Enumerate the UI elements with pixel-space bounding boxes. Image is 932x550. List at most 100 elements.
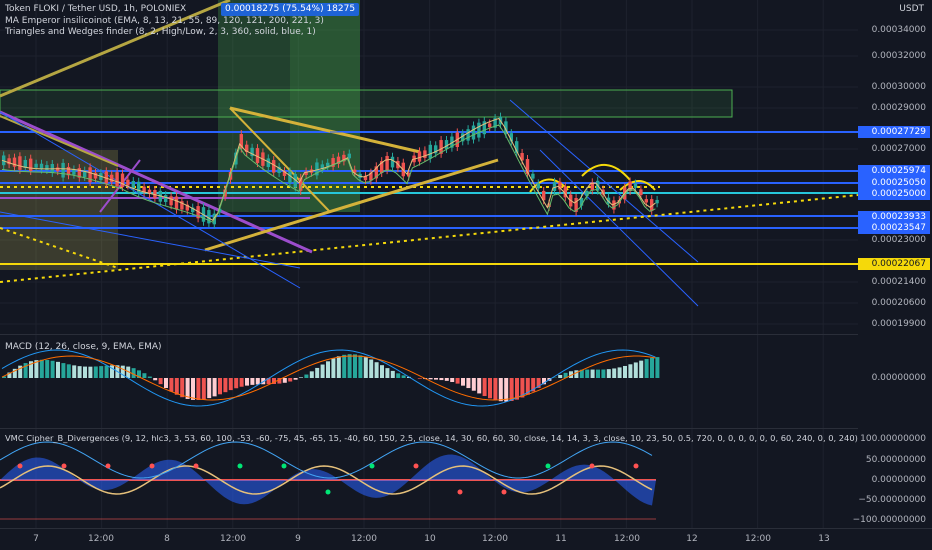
macd-histogram-bar xyxy=(390,370,395,378)
time-axis-separator xyxy=(0,528,932,529)
candle xyxy=(45,165,49,170)
ma-indicator-legend[interactable]: MA Emperor insilicoinot (EMA, 8, 13, 21,… xyxy=(5,16,324,26)
vmc-dot xyxy=(237,463,243,469)
macd-histogram-bar xyxy=(288,378,293,382)
time-tick: 8 xyxy=(164,534,170,544)
macd-histogram-bar xyxy=(83,366,87,378)
candle xyxy=(504,121,508,134)
currency-label[interactable]: USDT xyxy=(899,4,924,14)
candle xyxy=(482,121,486,135)
candle xyxy=(320,164,324,170)
macd-histogram-bar xyxy=(185,378,190,399)
macd-histogram-bar xyxy=(650,357,654,378)
price-tick: 0.00027000 xyxy=(871,144,926,154)
macd-histogram-bar xyxy=(347,354,352,378)
macd-histogram-bar xyxy=(363,357,368,378)
candle xyxy=(110,174,114,182)
candle xyxy=(255,148,260,163)
macd-histogram-bar xyxy=(358,355,363,378)
vmc-dot xyxy=(325,489,331,495)
candle xyxy=(536,183,540,189)
macd-histogram-bar xyxy=(120,365,125,378)
macd-histogram-bar xyxy=(99,366,104,378)
macd-histogram-bar xyxy=(612,368,617,378)
macd-histogram-bar xyxy=(628,364,633,378)
macd-histogram-bar xyxy=(169,378,174,392)
candle xyxy=(282,171,287,176)
macd-histogram-bar xyxy=(245,378,249,386)
macd-histogram-bar xyxy=(428,378,433,380)
macd-histogram-bar xyxy=(374,362,379,378)
candle xyxy=(601,189,605,195)
time-tick: 12:00 xyxy=(614,534,640,544)
macd-histogram-bar xyxy=(585,369,590,378)
candle xyxy=(471,125,476,140)
pane-separator[interactable] xyxy=(0,428,858,429)
candle xyxy=(488,123,492,128)
wave-line xyxy=(0,465,653,495)
macd-histogram-bar xyxy=(261,378,266,385)
candle xyxy=(115,172,119,187)
macd-histogram-bar xyxy=(455,378,460,384)
macd-histogram-bar xyxy=(61,363,66,378)
candle xyxy=(363,175,368,181)
macd-axis-value: 0.00000000 xyxy=(871,373,926,383)
triangles-indicator-legend[interactable]: Triangles and Wedges finder (8, 2, High/… xyxy=(5,27,316,37)
triangle-line xyxy=(204,158,499,252)
price-tick: 0.00023000 xyxy=(871,235,926,245)
macd-histogram-bar xyxy=(633,362,638,378)
macd-histogram-bar xyxy=(531,378,536,392)
candle xyxy=(515,141,519,153)
wedge-line xyxy=(0,110,313,254)
pane-separator[interactable] xyxy=(0,334,858,335)
candle xyxy=(104,171,108,184)
macd-histogram-bar xyxy=(104,365,109,378)
price-label-line: 0.00025974 xyxy=(858,165,930,177)
macd-histogram-bar xyxy=(590,369,595,378)
candle xyxy=(461,133,465,142)
price-tick: 0.00034000 xyxy=(871,25,926,35)
macd-histogram-bar xyxy=(542,378,546,385)
vmc-dot xyxy=(413,463,419,469)
candle xyxy=(272,160,276,173)
candle xyxy=(120,173,125,188)
candle xyxy=(385,155,389,171)
time-tick: 7 xyxy=(33,534,39,544)
vmc-dot xyxy=(589,463,595,469)
macd-legend[interactable]: MACD (12, 26, close, 9, EMA, EMA) xyxy=(5,342,162,352)
candle xyxy=(428,144,432,159)
macd-histogram-bar xyxy=(239,378,244,387)
candle xyxy=(18,156,22,170)
macd-histogram-bar xyxy=(331,358,336,378)
macd-histogram-bar xyxy=(461,378,465,386)
time-tick: 12:00 xyxy=(351,534,377,544)
candle xyxy=(83,170,87,178)
time-tick: 12 xyxy=(686,534,698,544)
blue-trend xyxy=(539,149,699,307)
candle xyxy=(299,177,303,191)
vmc-legend[interactable]: VMC Cipher_B_Divergences (9, 12, hlc3, 3… xyxy=(5,433,858,443)
time-tick: 9 xyxy=(295,534,301,544)
candle xyxy=(153,190,157,198)
macd-histogram-bar xyxy=(174,378,179,395)
time-tick: 11 xyxy=(555,534,567,544)
candle xyxy=(93,172,98,179)
vmc-axis-tick: 0.00000000 xyxy=(871,475,926,485)
vmc-dot xyxy=(501,489,507,495)
macd-histogram-bar xyxy=(110,365,114,378)
macd-histogram-bar xyxy=(617,367,622,378)
time-tick: 10 xyxy=(424,534,436,544)
candle xyxy=(509,133,513,142)
macd-histogram-bar xyxy=(29,361,33,378)
wedge-line xyxy=(99,159,141,213)
candle xyxy=(277,166,281,174)
macd-histogram-bar xyxy=(336,356,341,378)
macd-histogram-bar xyxy=(299,377,303,378)
macd-histogram-bar xyxy=(164,378,168,388)
vmc-axis-tick: −100.00000000 xyxy=(852,515,926,525)
symbol-title[interactable]: Token FLOKI / Tether USD, 1h, POLONIEX xyxy=(5,4,187,14)
candle xyxy=(61,162,65,178)
macd-histogram-bar xyxy=(369,359,374,378)
